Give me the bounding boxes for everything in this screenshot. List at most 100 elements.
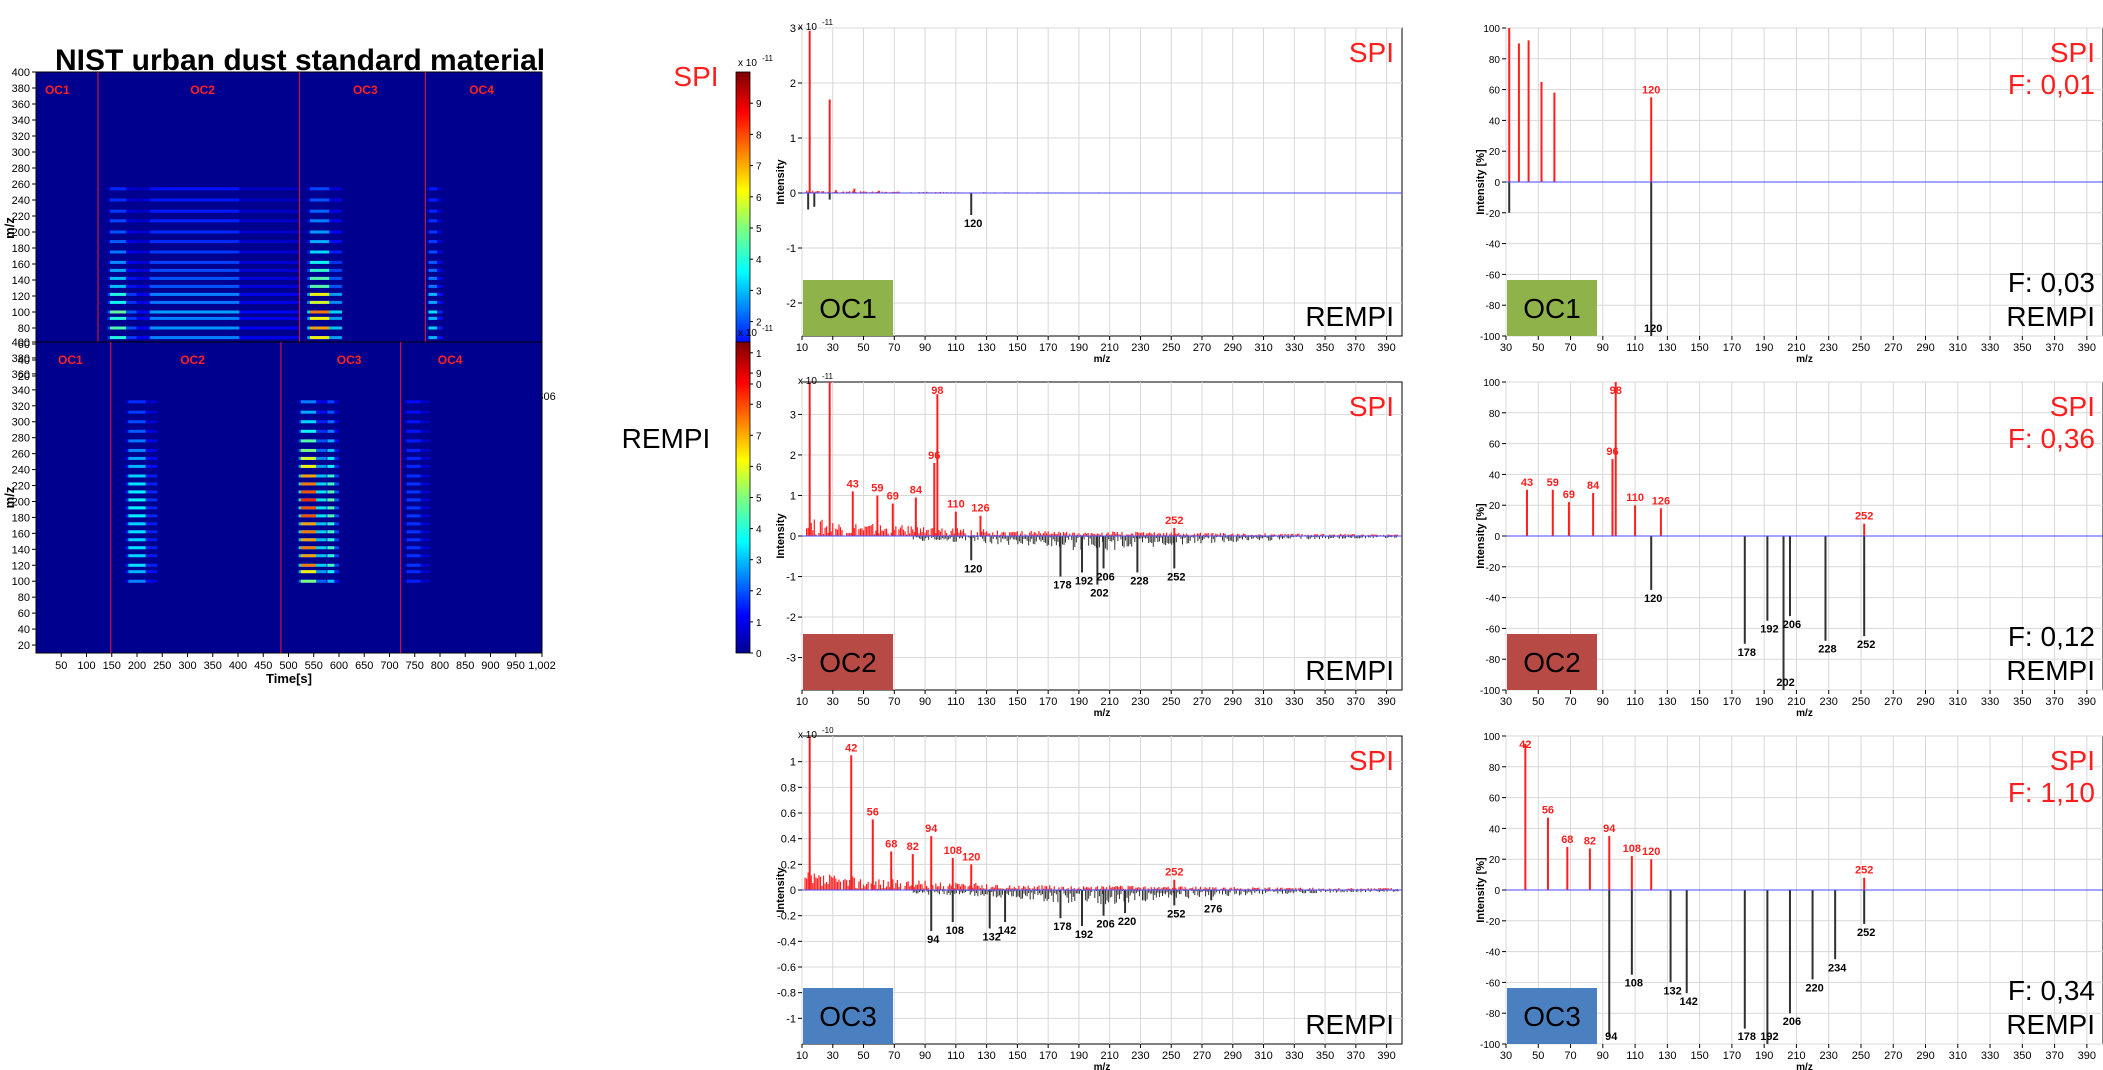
colorbar-scale-exponent: -11: [762, 54, 774, 63]
x-tick-label: 150: [103, 660, 121, 672]
y-tick-label: -1: [786, 1013, 796, 1025]
x-tick-label: 50: [857, 342, 869, 354]
x-tick-label: 190: [1070, 342, 1088, 354]
heatmap-band-core: [428, 326, 438, 330]
colorbar-tick-label: 9: [756, 369, 762, 380]
x-tick-label: 390: [1377, 696, 1395, 708]
x-tick-label: 150: [1690, 342, 1708, 354]
x-tick-label: 330: [1285, 342, 1303, 354]
heatmap-band-core: [406, 482, 421, 486]
scale-exponent: -11: [822, 372, 834, 381]
spi-peak-label: 69: [1563, 489, 1575, 501]
heatmap-band-core: [300, 563, 317, 567]
spi-peak-label: 126: [1652, 495, 1670, 507]
y-tick-label: -100: [1480, 686, 1500, 697]
heatmap-band-core: [300, 538, 317, 542]
x-tick-label: 900: [481, 660, 499, 672]
heatmap-band-core: [428, 310, 438, 314]
x-tick-label: 390: [1377, 1050, 1395, 1062]
heatmap-band-core: [300, 506, 317, 510]
heatmap-band-core: [149, 230, 240, 234]
y-tick-label: 0.6: [781, 808, 796, 820]
y-tick-label: 1: [790, 133, 796, 145]
rempi-peak-label: 276: [1204, 903, 1222, 915]
heatmap-title-spi: SPI: [673, 61, 718, 92]
heatmap-band-core: [327, 464, 335, 468]
x-tick-label: 70: [888, 696, 900, 708]
heatmap-band-core: [327, 420, 335, 424]
heatmap-band-core: [110, 300, 126, 304]
phase-label: OC4: [438, 353, 463, 367]
y-tick-label: 2: [790, 78, 796, 90]
rempi-peak-label: 228: [1130, 575, 1148, 587]
heatmap-band-core: [110, 198, 126, 202]
spi-peak-label: 84: [910, 485, 923, 497]
heatmap-band-core: [128, 514, 146, 518]
phase-badge: [803, 634, 893, 690]
x-axis-label: m/z: [1094, 708, 1111, 719]
y-tick-label: 160: [12, 528, 30, 540]
x-tick-label: 170: [1039, 1050, 1057, 1062]
heatmap-band-core: [300, 439, 317, 443]
heatmap-band-core: [428, 276, 438, 280]
y-tick-label: 240: [12, 465, 30, 477]
x-tick-label: 350: [2013, 342, 2031, 354]
heatmap-band-core: [309, 198, 330, 202]
x-tick-label: 130: [1658, 342, 1676, 354]
heatmap-band-core: [128, 400, 146, 404]
y-tick-label: 380: [12, 353, 30, 365]
heatmap-band-core: [309, 316, 330, 320]
x-tick-label: 370: [1347, 696, 1365, 708]
heatmap-band-core: [406, 464, 421, 468]
y-tick-label: 20: [18, 640, 30, 652]
x-axis-label: m/z: [1094, 354, 1111, 365]
rempi-peak-label: 108: [946, 925, 964, 937]
y-tick-label: 120: [12, 560, 30, 572]
phase-badge-label: OC1: [819, 293, 877, 324]
heatmap-band-core: [128, 464, 146, 468]
phase-badge: [803, 988, 893, 1044]
x-tick-label: 130: [977, 342, 995, 354]
heatmap-band-core: [128, 474, 146, 478]
heatmap-band-core: [309, 326, 330, 330]
y-tick-label: 20: [18, 371, 30, 383]
heatmap-band-core: [300, 400, 317, 404]
heatmap-band-core: [149, 240, 240, 244]
y-tick-label: 60: [1489, 86, 1501, 97]
spi-peak-label: 110: [1626, 492, 1644, 504]
y-tick-label: 360: [12, 99, 30, 111]
heatmap-band-core: [110, 187, 126, 191]
heatmap-band-core: [110, 292, 126, 296]
heatmap-band-core: [309, 268, 330, 272]
x-tick-label: 130: [977, 1050, 995, 1062]
y-tick-label: 280: [12, 163, 30, 175]
x-tick-label: 210: [1787, 342, 1805, 354]
colorbar-tick-label: 1: [756, 618, 762, 629]
y-tick-label: 0: [790, 188, 796, 200]
x-tick-label: 150: [1008, 696, 1026, 708]
heatmap-band-core: [128, 482, 146, 486]
y-tick-label: 80: [1489, 409, 1501, 420]
heatmap-band-core: [128, 456, 146, 460]
y-tick-label: 300: [12, 417, 30, 429]
x-tick-label: 50: [857, 1050, 869, 1062]
x-axis-label: m/z: [1094, 1062, 1111, 1070]
heatmap-background: [36, 72, 542, 384]
x-tick-label: 270: [1193, 1050, 1211, 1062]
x-tick-label: 190: [1070, 1050, 1088, 1062]
heatmap-band-core: [128, 420, 146, 424]
x-tick-label: 10: [796, 342, 808, 354]
rempi-peak-label: 94: [927, 934, 940, 946]
x-tick-label: 150: [1008, 342, 1026, 354]
spi-peak-label: 98: [931, 385, 943, 397]
y-tick-label: 0.2: [781, 859, 796, 871]
x-tick-label: 290: [1224, 342, 1242, 354]
heatmap-band-core: [128, 429, 146, 433]
heatmap-band-core: [149, 187, 240, 191]
heatmap-band-core: [300, 579, 317, 583]
y-tick-label: 3: [790, 409, 796, 421]
spi-peak-label: 252: [1165, 515, 1183, 527]
y-tick-label: 80: [18, 592, 30, 604]
x-tick-label: 310: [1254, 1050, 1272, 1062]
x-tick-label: 250: [1852, 696, 1870, 708]
